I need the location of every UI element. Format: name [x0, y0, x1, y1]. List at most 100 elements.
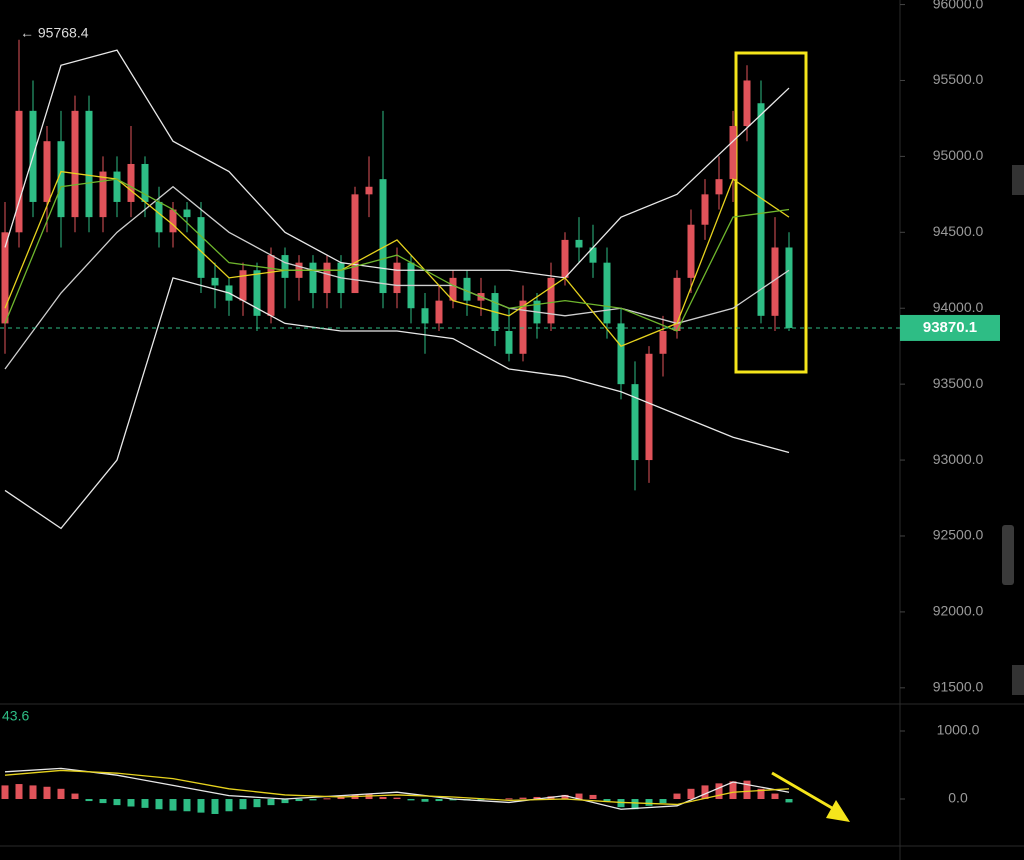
histogram-bar	[57, 788, 65, 800]
candle-body	[57, 141, 65, 218]
histogram-bar	[113, 799, 121, 806]
histogram-bar	[183, 799, 191, 812]
histogram-bar	[141, 799, 149, 808]
candle-body	[393, 262, 401, 294]
histogram-bar	[309, 799, 317, 801]
y-tick-label: 95500.0	[933, 71, 984, 87]
candle-body	[155, 201, 163, 233]
y-tick-label: 92000.0	[933, 603, 984, 619]
arrow-line	[771, 771, 833, 810]
y-tick-label: 94000.0	[933, 299, 984, 315]
macd-label: 43.6	[2, 708, 29, 724]
candle-body	[603, 262, 611, 324]
candle-body	[687, 224, 695, 278]
highlight-box	[734, 51, 808, 374]
scroll-handle[interactable]	[1002, 525, 1014, 585]
histogram-bar	[645, 799, 653, 806]
y-tick-label: 94500.0	[933, 223, 984, 239]
candle-body	[785, 247, 793, 328]
indicator-line	[4, 170, 790, 347]
histogram-bar	[71, 793, 79, 800]
histogram-bar	[155, 799, 163, 810]
histogram-bar	[743, 780, 751, 800]
histogram-bar	[785, 799, 793, 803]
arrow-head	[826, 800, 850, 822]
y-tick-label: 96000.0	[933, 0, 984, 11]
last-price-box	[900, 314, 1000, 341]
high-annotation: ← 95768.4	[20, 24, 89, 40]
histogram-bar	[211, 799, 219, 814]
candle-body	[631, 384, 639, 461]
histogram-bar	[43, 786, 51, 800]
scroll-tab[interactable]	[1012, 665, 1024, 695]
candle-body	[589, 247, 597, 263]
histogram-bar	[477, 799, 485, 801]
candle-body	[449, 277, 457, 301]
histogram-bar	[379, 796, 387, 800]
indicator-line	[4, 178, 790, 332]
candle-body	[169, 209, 177, 233]
histogram-bar	[239, 799, 247, 810]
histogram-bar	[701, 785, 709, 800]
histogram-bar	[673, 793, 681, 800]
histogram-bar	[505, 798, 513, 800]
histogram-bar	[561, 794, 569, 800]
histogram-bar	[631, 799, 639, 810]
candle-body	[771, 247, 779, 316]
histogram-bar	[575, 793, 583, 800]
histogram-bar	[85, 799, 93, 802]
histogram-bar	[281, 799, 289, 804]
histogram-bar	[323, 798, 331, 800]
y-tick-label: 93500.0	[933, 375, 984, 391]
candle-body	[421, 308, 429, 324]
histogram-bar	[99, 799, 107, 804]
candle-body	[113, 171, 121, 202]
candle-body	[71, 110, 79, 218]
candle-body	[239, 270, 247, 301]
histogram-bar	[15, 784, 23, 800]
histogram-bar	[29, 785, 37, 800]
candle-body	[715, 179, 723, 195]
y-tick-label: 92500.0	[933, 527, 984, 543]
candle-body	[85, 110, 93, 218]
y-tick-label: 95000.0	[933, 147, 984, 163]
indicator-line	[4, 767, 790, 810]
y-tick-label: 1000.0	[937, 722, 980, 738]
y-tick-label: 0.0	[948, 790, 968, 806]
candle-body	[1, 232, 9, 324]
candle-body	[267, 255, 275, 316]
histogram-bar	[421, 799, 429, 802]
scroll-tab[interactable]	[1012, 165, 1024, 195]
candle-body	[197, 217, 205, 278]
indicator-line	[4, 769, 790, 806]
histogram-bar	[407, 799, 415, 801]
histogram-bar	[267, 799, 275, 806]
y-tick-label: 91500.0	[933, 679, 984, 695]
candle-body	[309, 262, 317, 294]
histogram-bar	[757, 788, 765, 800]
candle-body	[673, 277, 681, 332]
last-price-label: 93870.1	[923, 319, 977, 336]
histogram-bar	[771, 793, 779, 800]
candle-body	[253, 270, 261, 316]
candle-body	[645, 353, 653, 461]
candle-body	[379, 179, 387, 294]
histogram-bar	[253, 799, 261, 808]
candle-body	[15, 110, 23, 233]
histogram-bar	[225, 799, 233, 812]
histogram-bar	[715, 783, 723, 800]
candle-body	[505, 331, 513, 354]
candle-body	[211, 277, 219, 286]
histogram-bar	[687, 788, 695, 800]
candle-body	[365, 186, 373, 195]
histogram-bar	[393, 797, 401, 800]
indicator-line	[4, 277, 790, 530]
histogram-bar	[659, 799, 667, 804]
indicator-line	[4, 185, 790, 370]
candle-body	[141, 163, 149, 202]
candle-body	[323, 262, 331, 294]
histogram-bar	[533, 796, 541, 800]
candle-body	[435, 300, 443, 324]
histogram-bar	[435, 799, 443, 802]
